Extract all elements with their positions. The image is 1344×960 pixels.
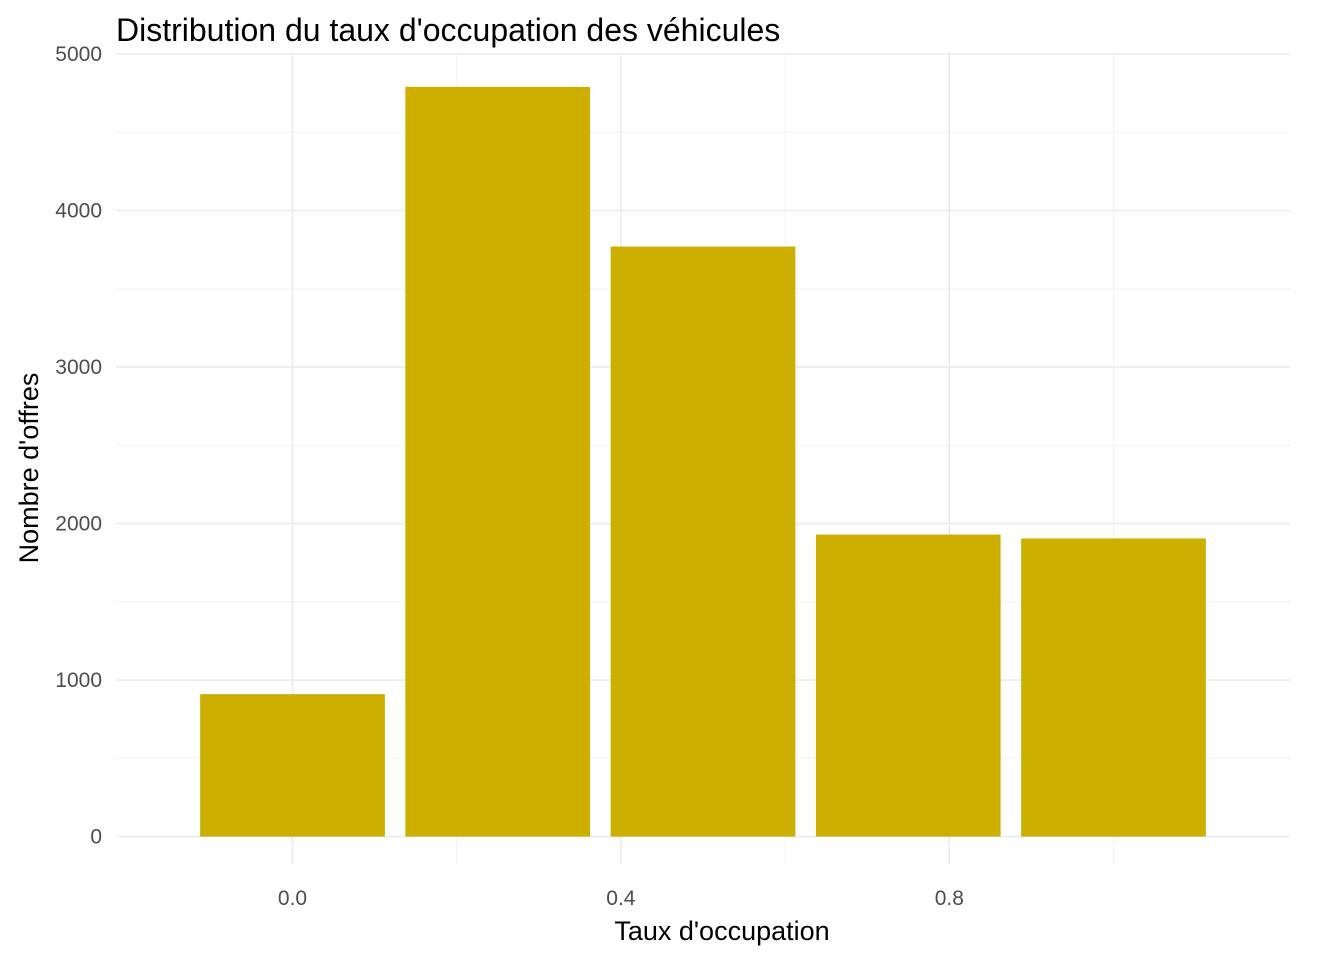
y-tick-label: 0: [90, 826, 102, 849]
tick-labels: 0 1000 2000 3000 4000 5000 0.0 0.4 0.8: [55, 43, 964, 910]
y-tick-label: 5000: [55, 43, 102, 66]
x-tick-label: 0.8: [935, 887, 964, 910]
bar: [1021, 538, 1206, 837]
chart-title: Distribution du taux d'occupation des vé…: [116, 12, 780, 48]
bar: [405, 86, 591, 837]
y-tick-label: 2000: [55, 513, 102, 536]
bar: [200, 694, 385, 837]
bars: [200, 86, 1206, 837]
x-tick-label: 0.0: [278, 887, 307, 910]
x-tick-label: 0.4: [606, 887, 636, 910]
bar: [610, 246, 796, 837]
bar: [815, 534, 1001, 837]
y-tick-label: 1000: [55, 669, 102, 692]
x-axis-title: Taux d'occupation: [614, 916, 829, 946]
y-axis-title: Nombre d'offres: [14, 373, 44, 564]
y-tick-label: 4000: [55, 200, 102, 223]
y-tick-label: 3000: [55, 356, 102, 379]
